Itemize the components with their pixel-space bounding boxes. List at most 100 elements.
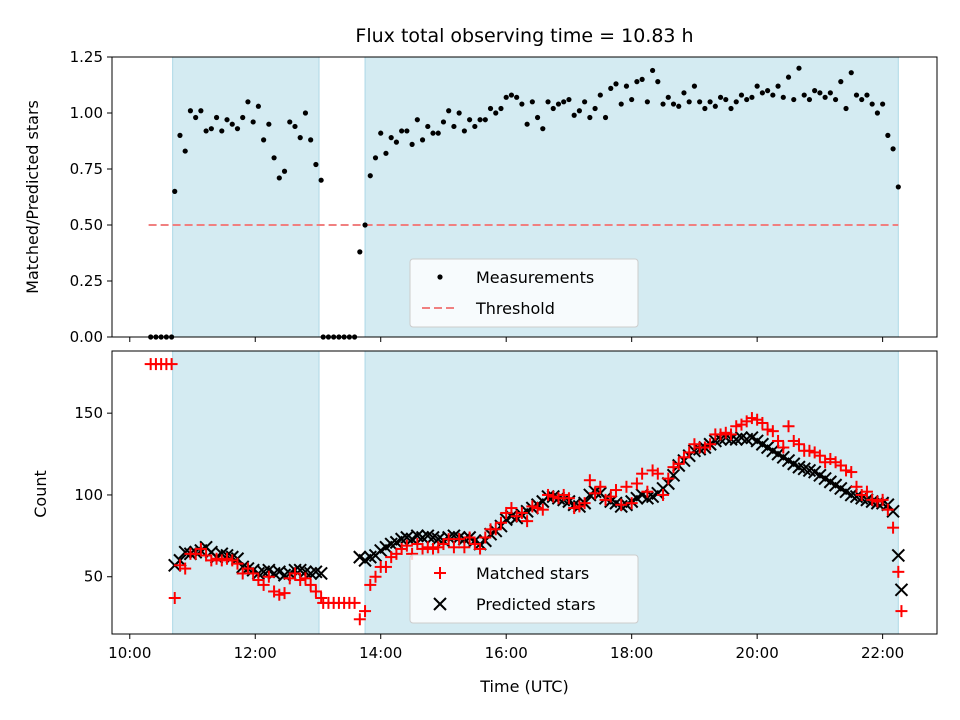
measurement-point (261, 137, 267, 143)
measurement-point (655, 79, 661, 85)
y-tick-label: 0.00 (70, 328, 103, 346)
measurement-point (660, 101, 666, 107)
matched-star-point (568, 502, 581, 515)
measurement-point (629, 96, 635, 103)
matched-star-point (221, 552, 234, 565)
matched-star-point (641, 485, 654, 498)
matched-star-point (583, 474, 596, 487)
measurement-point (213, 114, 220, 121)
matched-star-point (892, 565, 905, 578)
measurement-point (597, 92, 603, 98)
matched-star-point (766, 425, 779, 438)
measurement-point (435, 130, 441, 136)
x-tick-label: 22:00 (861, 644, 904, 662)
measurement-point (388, 135, 394, 141)
matched-star-point (719, 426, 732, 439)
measurement-point (785, 74, 792, 80)
bottom-legend: Matched stars Predicted stars (409, 554, 639, 624)
measurement-point (271, 155, 277, 161)
legend-measurements-marker (437, 274, 443, 280)
measurement-point (540, 126, 546, 132)
matched-star-point (704, 438, 717, 451)
matched-star-point (416, 542, 429, 555)
measurement-point (302, 110, 309, 116)
measurement-point (367, 173, 373, 179)
legend-measurements-label: Measurements (476, 268, 594, 287)
matched-star-point (474, 542, 487, 555)
measurement-point (702, 105, 708, 112)
measurement-point (240, 114, 246, 121)
matched-star-point (871, 495, 884, 508)
predicted-star-point (894, 583, 909, 597)
top-y-axis-label: Matched/Predicted stars (23, 100, 42, 294)
matched-star-point (866, 493, 879, 506)
measurement-point (775, 83, 781, 89)
matched-star-point (813, 449, 826, 462)
measurement-point (791, 96, 797, 103)
matched-star-point (547, 490, 560, 503)
measurement-point (649, 67, 656, 74)
measurement-point (608, 85, 614, 91)
matched-star-point (636, 467, 649, 480)
measurement-point (817, 90, 823, 96)
measurement-point (639, 76, 645, 82)
matched-star-point (369, 570, 382, 583)
legend-predicted-label: Predicted stars (476, 595, 596, 614)
measurement-point (592, 105, 598, 112)
matched-star-point (542, 488, 555, 501)
matched-star-point (210, 552, 223, 565)
matched-star-point (657, 488, 670, 501)
measurement-point (383, 150, 389, 156)
measurement-point (292, 123, 298, 130)
measurement-point (482, 117, 488, 123)
matched-star-point (489, 523, 502, 536)
matched-star-points (144, 358, 908, 626)
measurement-point (832, 96, 839, 103)
measurement-point (707, 99, 713, 105)
measurement-point (738, 92, 745, 98)
measurement-point (503, 94, 509, 100)
measurement-point (287, 119, 293, 125)
measurement-point (749, 94, 755, 100)
matched-star-point (730, 420, 743, 433)
predicted-star-point (886, 504, 900, 519)
count-panel: 50 100 150 10:00 12:00 14:00 16:00 18:00 20:00 2… (31, 350, 938, 696)
measurement-point (529, 99, 535, 105)
measurement-point (869, 101, 875, 107)
matched-star-point (620, 480, 633, 493)
x-tick-label: 16:00 (485, 644, 528, 662)
legend-predicted-marker (433, 597, 447, 611)
measurement-point (487, 105, 494, 112)
measurement-point (193, 114, 199, 121)
predicted-star-point (891, 548, 906, 563)
measurement-point (676, 103, 682, 109)
measurement-point (534, 114, 541, 121)
matched-star-point (215, 554, 228, 567)
matched-star-point (672, 457, 685, 470)
measurement-point (566, 96, 572, 103)
matched-star-point (353, 613, 366, 626)
matched-star-point (630, 477, 643, 490)
measurement-point (838, 79, 844, 85)
matched-star-point (421, 541, 434, 554)
measurement-point (550, 105, 556, 112)
measurement-point (208, 126, 214, 132)
matched-star-point (453, 533, 466, 546)
measurement-point (623, 83, 630, 89)
measurement-point (613, 81, 619, 87)
matched-star-point (521, 515, 534, 528)
measurement-point (409, 141, 415, 147)
measurement-point (182, 148, 188, 154)
matched-star-point (294, 574, 307, 587)
y-tick-label: 1.00 (70, 104, 103, 122)
matched-star-point (165, 358, 178, 371)
y-tick-label: 0.50 (70, 216, 103, 234)
bottom-legend-box (409, 554, 639, 624)
measurement-point (587, 114, 593, 121)
measurement-point (372, 155, 379, 161)
measurement-point (498, 105, 504, 112)
x-tick-label: 18:00 (610, 644, 653, 662)
ratio-panel: 0.00 0.25 0.50 0.75 1.00 1.25 Flux total obse… (23, 25, 938, 346)
measurement-point (224, 117, 230, 123)
